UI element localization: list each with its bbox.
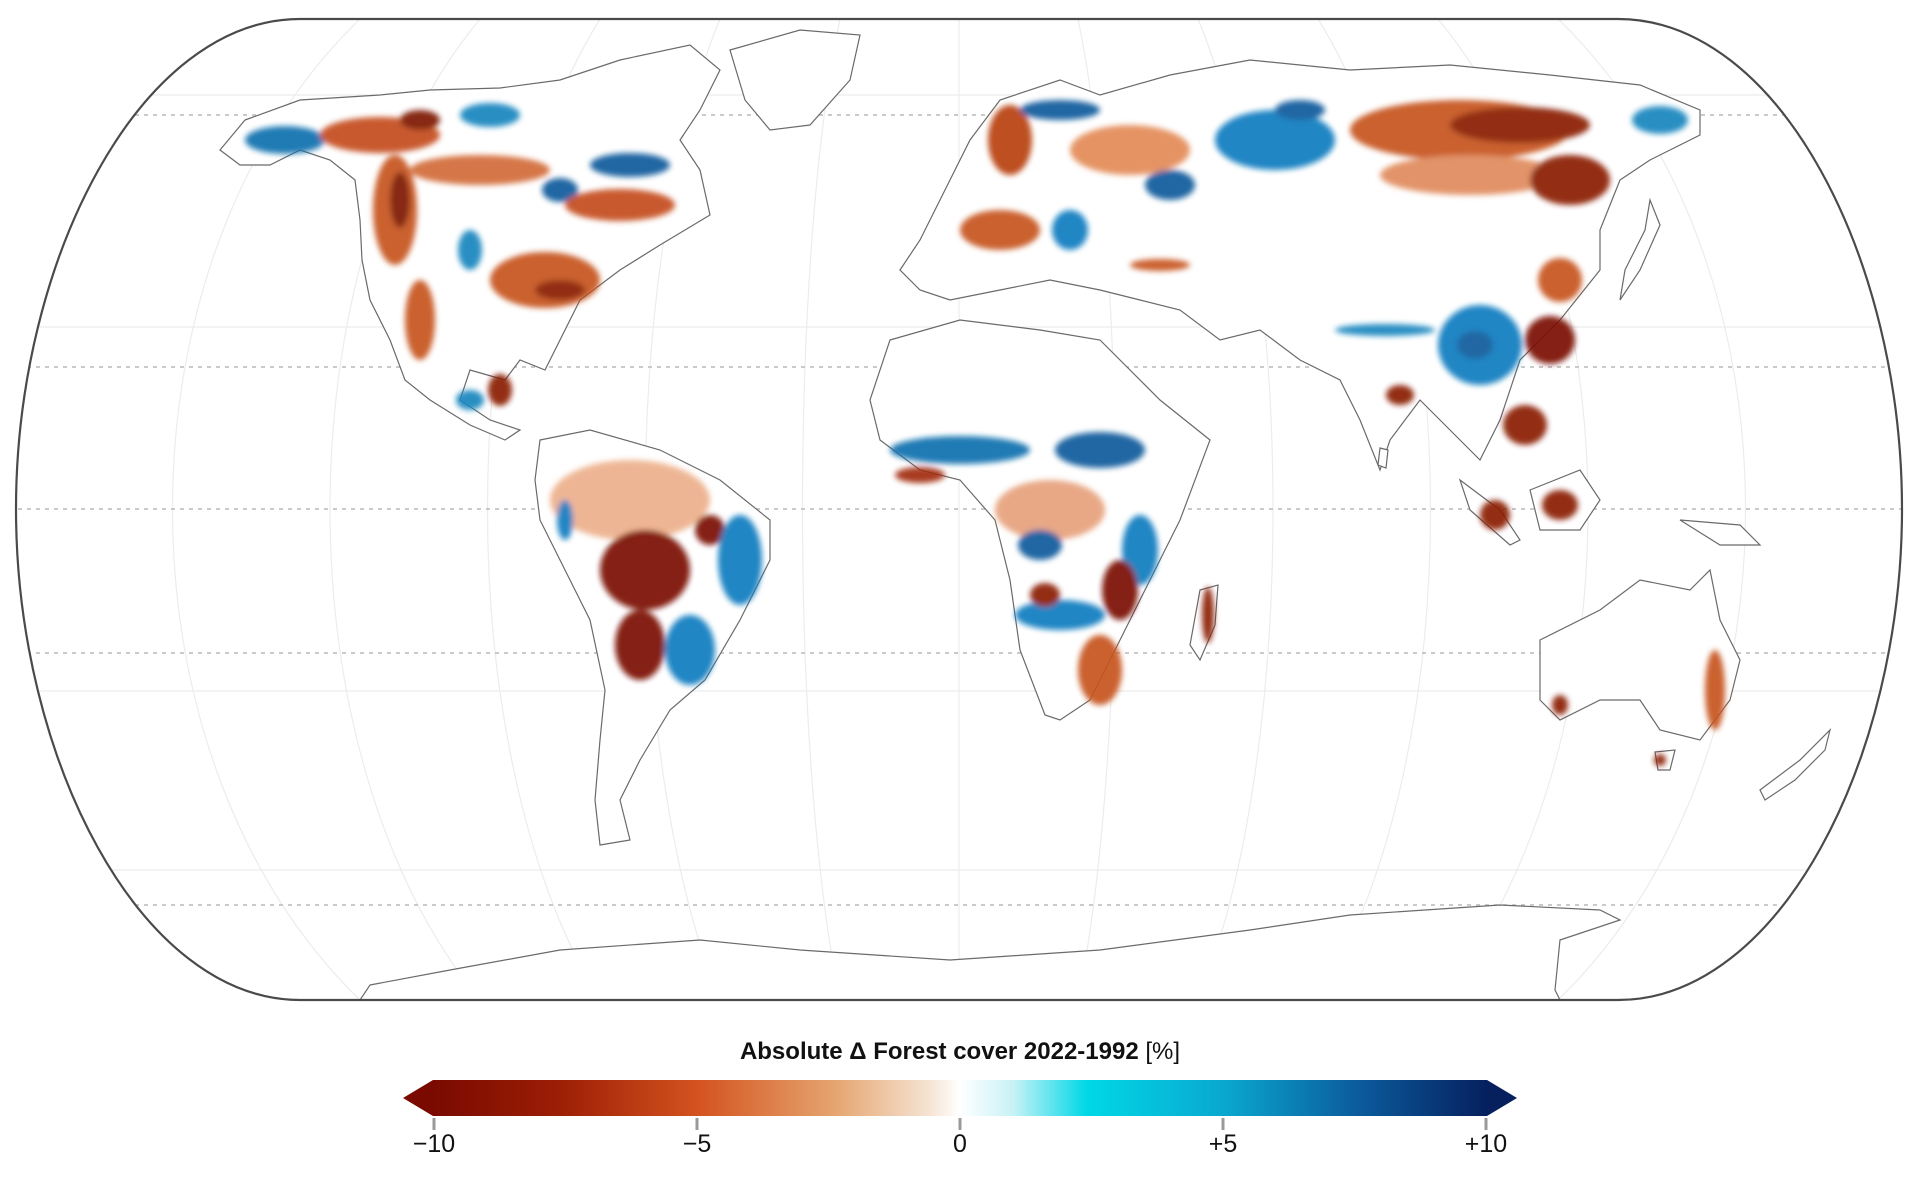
tick-label: −5 [682, 1130, 712, 1158]
tick-label: −10 [412, 1130, 456, 1158]
colorbar-extend-max [1487, 1080, 1517, 1116]
japan [1619, 197, 1661, 301]
tick-label: 0 [953, 1130, 967, 1158]
tick-label: +10 [1464, 1130, 1508, 1158]
colorbar [403, 1080, 1517, 1130]
map-frame [14, 17, 1904, 1002]
new-guinea [1679, 519, 1762, 546]
colorbar-gradient [433, 1080, 1487, 1116]
tick-label: +5 [1208, 1130, 1238, 1158]
new-zealand [1759, 728, 1832, 801]
forest-change-layer [245, 100, 1725, 766]
legend-title: Absolute Δ Forest cover 2022-1992 [%] [0, 1038, 1920, 1066]
colorbar-extend-min [403, 1080, 433, 1116]
sri-lanka [1377, 447, 1389, 469]
world-map [14, 17, 1904, 1002]
greenland [729, 29, 861, 131]
legend-title-text: Absolute Δ Forest cover 2022-1992 [739, 1038, 1139, 1065]
australia [1539, 568, 1741, 741]
antarctica [358, 904, 1622, 1000]
legend-unit: [%] [1145, 1038, 1181, 1065]
colorbar-legend: Absolute Δ Forest cover 2022-1992 [%] [0, 1030, 1920, 1202]
